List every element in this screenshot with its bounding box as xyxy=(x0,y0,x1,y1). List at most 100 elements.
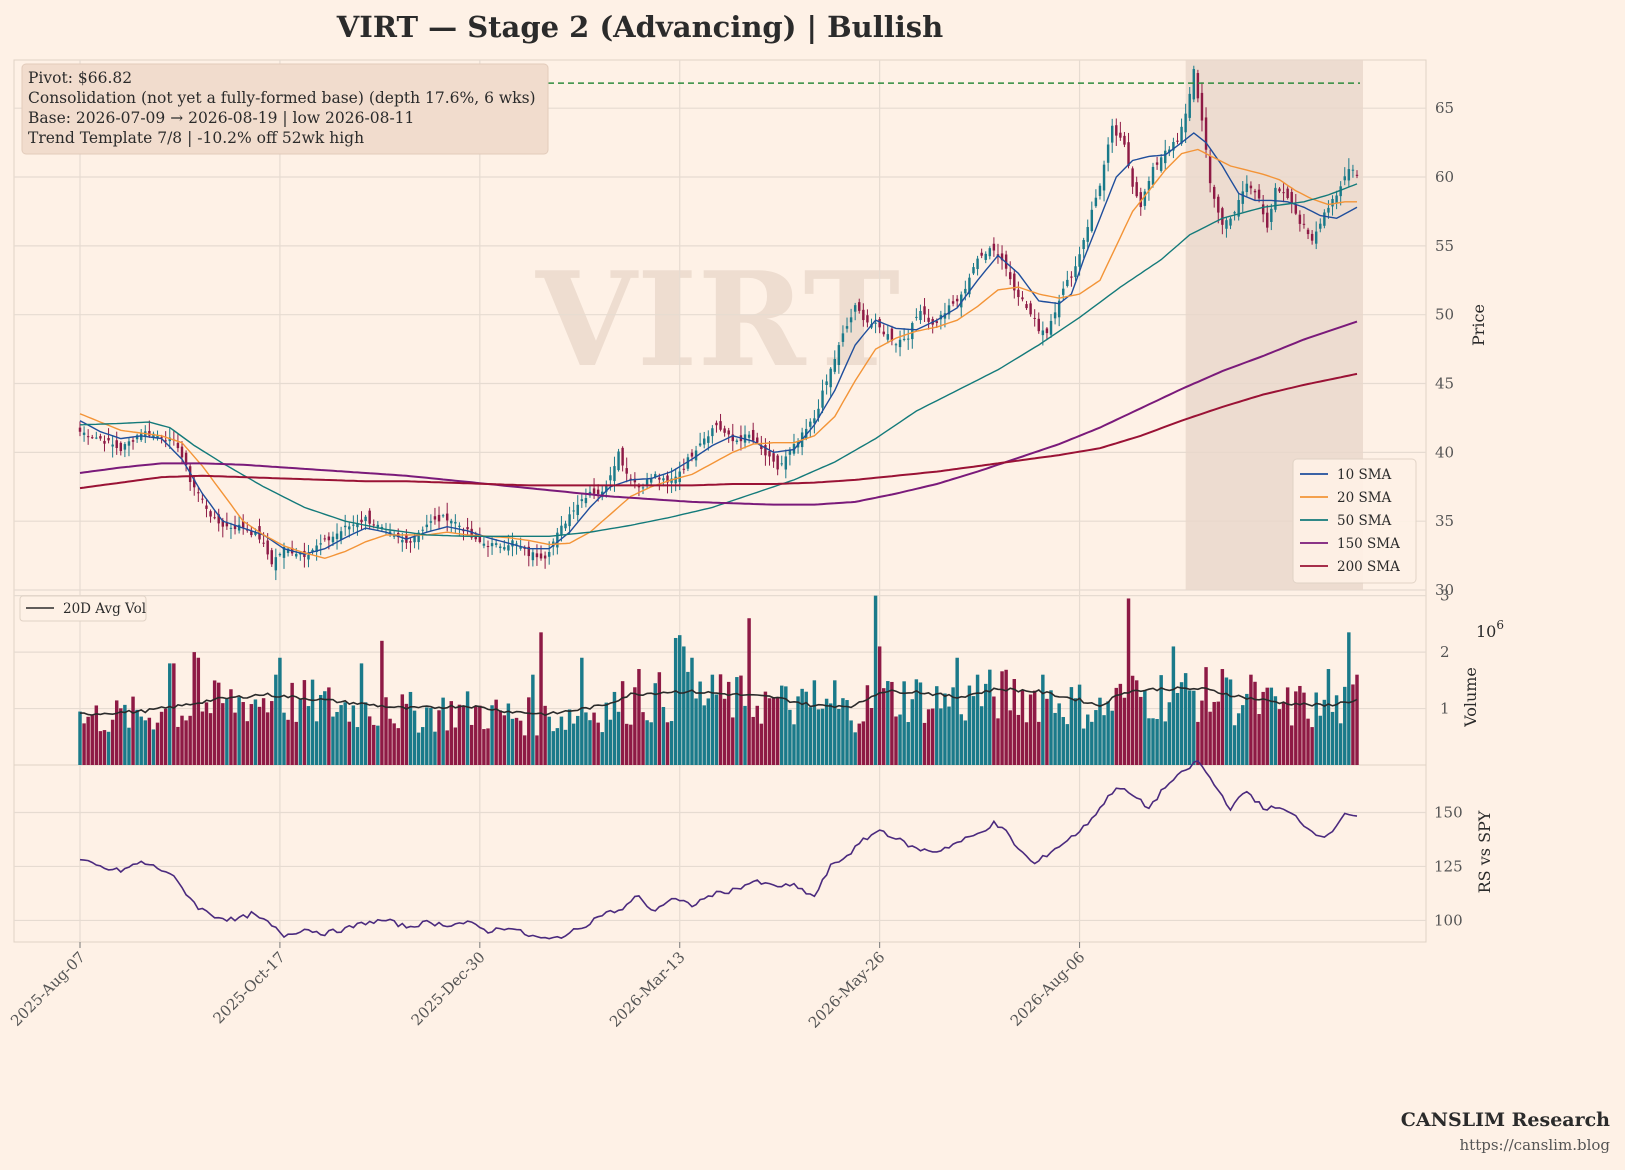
volume-axis-label: Volume xyxy=(1461,667,1480,728)
candle-body xyxy=(662,478,665,481)
volume-bar xyxy=(461,705,466,765)
volume-bar xyxy=(726,681,731,765)
candle-body xyxy=(947,305,951,315)
volume-bar xyxy=(367,716,372,765)
candle-body xyxy=(719,421,722,430)
volume-bar xyxy=(437,710,441,765)
volume-bar xyxy=(425,707,429,765)
candle-body xyxy=(1057,300,1061,318)
volume-bar xyxy=(249,704,254,765)
candle-body xyxy=(813,418,816,424)
candle-body xyxy=(609,475,612,481)
candle-body xyxy=(678,471,681,483)
volume-bar xyxy=(1277,709,1282,765)
volume-bar xyxy=(943,693,947,765)
candle-body xyxy=(1225,220,1228,229)
candle-body xyxy=(486,546,490,548)
candle-body xyxy=(698,443,702,446)
candle-body xyxy=(148,430,151,436)
price-tick-label: 50 xyxy=(1435,306,1454,324)
candle-body xyxy=(1237,200,1240,217)
candle-body xyxy=(784,456,788,470)
candle-body xyxy=(625,468,628,474)
volume-bar xyxy=(653,683,657,765)
candle-body xyxy=(531,552,535,561)
candle-body xyxy=(111,444,114,447)
volume-bar xyxy=(168,663,172,765)
volume-bar xyxy=(176,726,180,765)
volume-bar xyxy=(204,702,209,765)
candle-body xyxy=(409,541,412,543)
volume-bar xyxy=(347,721,351,765)
volume-bar xyxy=(841,698,845,765)
volume-bar xyxy=(86,716,90,765)
volume-bar xyxy=(567,709,572,765)
candle-body xyxy=(711,428,714,437)
candle-body xyxy=(323,538,327,540)
volume-bar xyxy=(669,721,674,765)
sma-line-50 xyxy=(79,183,1358,537)
volume-bar xyxy=(947,706,951,765)
volume-bar xyxy=(514,717,519,765)
volume-bar xyxy=(706,698,711,765)
price-axis-label: Price xyxy=(1469,304,1488,346)
sma-line-150 xyxy=(79,320,1358,506)
candle-body xyxy=(645,479,649,486)
volume-bar xyxy=(1281,702,1286,765)
candle-body xyxy=(858,302,861,311)
volume-bar xyxy=(469,724,474,765)
volume-bar xyxy=(245,721,250,765)
sma-legend: 10 SMA 20 SMA 50 SMA 150 SMA 200 SMA xyxy=(1292,458,1417,584)
volume-bar xyxy=(486,728,490,765)
candle-body xyxy=(882,331,885,335)
volume-bar xyxy=(278,657,282,765)
volume-bar xyxy=(967,685,972,765)
candle-body xyxy=(1270,208,1273,222)
volume-bar xyxy=(551,731,555,765)
volume-bar xyxy=(453,727,458,765)
candle-body xyxy=(633,478,637,483)
volume-bar xyxy=(412,710,417,765)
volume-bar xyxy=(914,679,919,765)
volume-bar xyxy=(743,705,747,765)
x-tick-label: 2025-Oct-17 xyxy=(209,948,288,1027)
candle-body xyxy=(388,531,392,534)
candle-body xyxy=(458,525,461,527)
candle-body xyxy=(560,525,563,535)
candle-body xyxy=(103,440,106,444)
volume-bar xyxy=(1200,700,1204,765)
candle-body xyxy=(368,510,371,524)
volume-bar xyxy=(339,705,343,765)
legend-label: 50 SMA xyxy=(1337,513,1392,529)
volume-tick-label: 3 xyxy=(1440,587,1450,605)
legend-label: 20 SMA xyxy=(1337,490,1392,506)
volume-bar xyxy=(731,717,735,765)
volume-bar xyxy=(1106,701,1110,765)
volume-bar xyxy=(804,691,808,765)
candle-body xyxy=(499,546,502,548)
candle-body xyxy=(343,525,347,528)
candle-body xyxy=(462,530,465,532)
candle-body xyxy=(421,529,424,531)
volume-bar xyxy=(1175,693,1180,765)
candle-body xyxy=(829,368,832,388)
volume-bar xyxy=(624,723,629,765)
candle-body xyxy=(1274,187,1277,210)
candle-body xyxy=(539,553,543,559)
volume-bar xyxy=(906,722,910,765)
volume-bar xyxy=(910,699,915,765)
candle-body xyxy=(217,514,220,524)
x-tick-label: 2026-Mar-13 xyxy=(606,948,689,1031)
volume-bar xyxy=(996,718,1000,765)
candle-body xyxy=(890,328,894,342)
candle-body xyxy=(180,446,184,458)
volume-bars xyxy=(78,595,1359,765)
candle-body xyxy=(1192,69,1196,100)
volume-bar xyxy=(808,707,813,765)
candle-body xyxy=(984,253,987,260)
volume-bar xyxy=(335,711,339,765)
volume-bar xyxy=(792,724,796,765)
candle-body xyxy=(1013,273,1016,291)
candle-body xyxy=(992,243,996,251)
